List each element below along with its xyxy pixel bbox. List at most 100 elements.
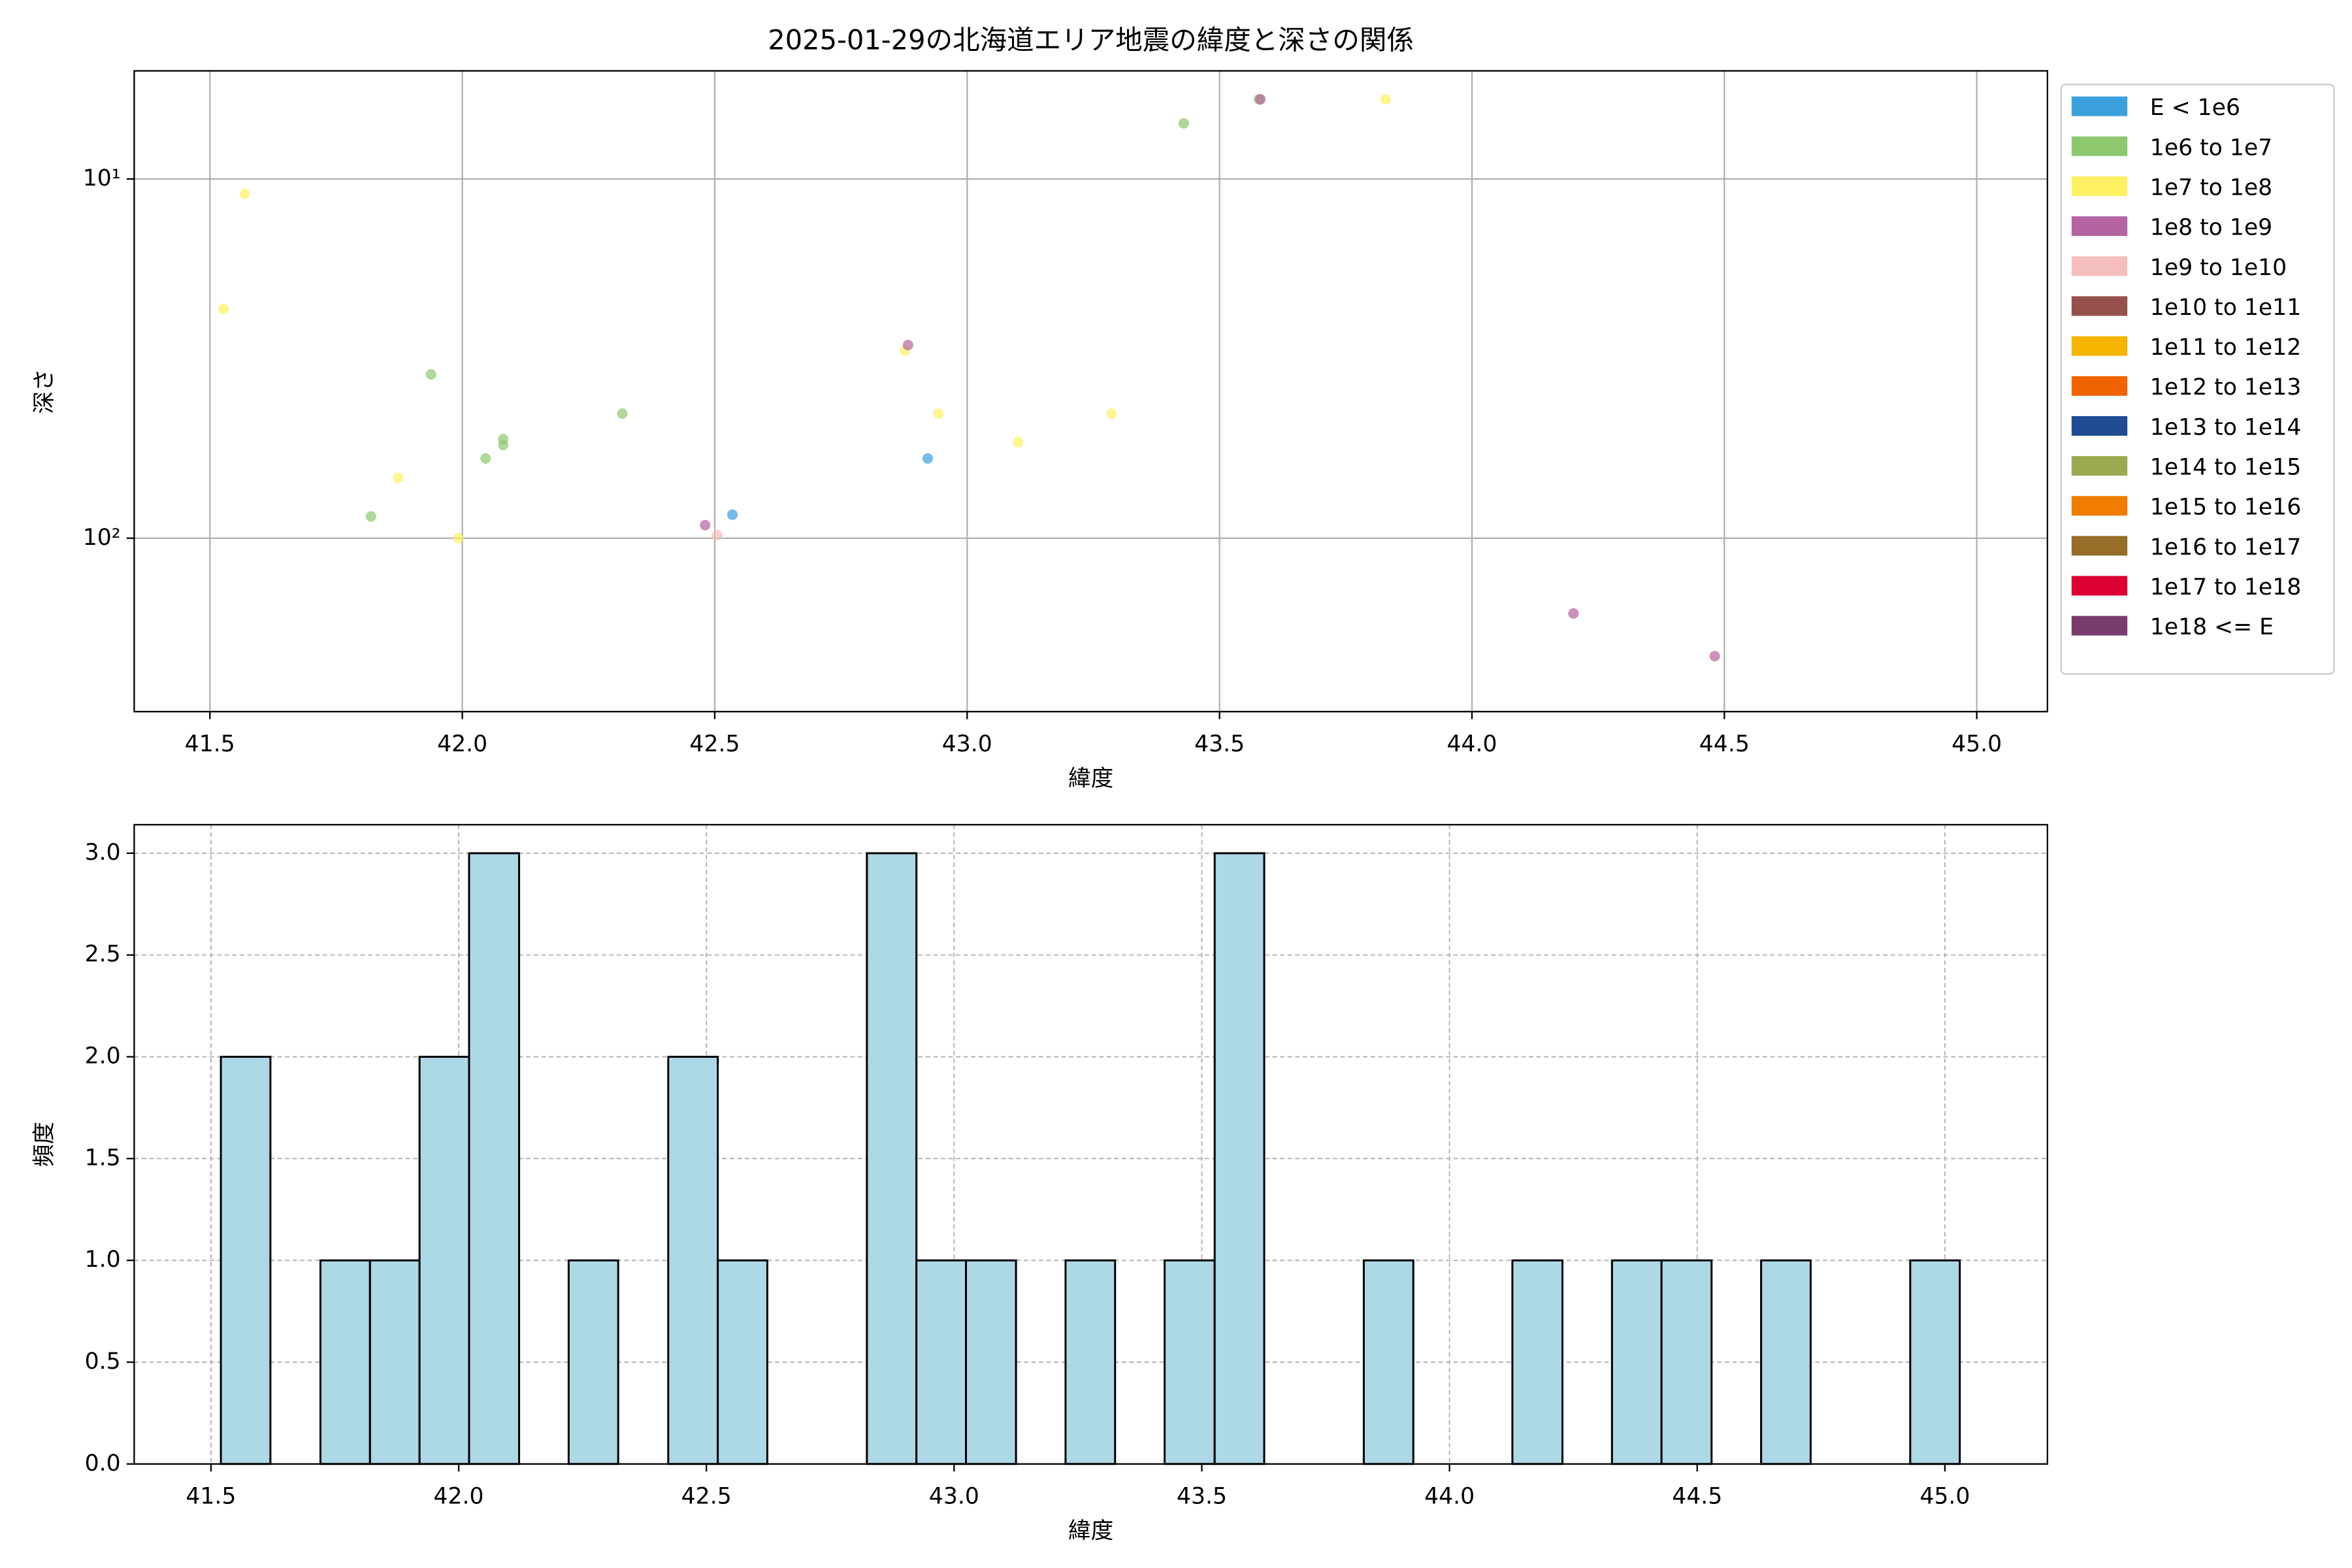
- legend-box: [2060, 84, 2335, 675]
- point: [393, 472, 404, 483]
- y-tick-label: 10²: [83, 525, 121, 551]
- legend-swatch: [2071, 336, 2128, 356]
- point: [218, 303, 229, 314]
- x-tick-label: 42.0: [434, 1484, 484, 1510]
- x-tick-label: 44.0: [1446, 731, 1497, 757]
- legend-swatch: [2071, 416, 2128, 436]
- x-tick-label: 43.5: [1194, 731, 1245, 757]
- legend-label: 1e18 <= E: [2150, 614, 2274, 640]
- x-tick-label: 43.0: [929, 1484, 979, 1510]
- bar: [319, 1259, 371, 1465]
- x-tick-label: 43.0: [942, 731, 992, 757]
- point: [1380, 93, 1391, 105]
- bar: [1610, 1259, 1663, 1465]
- bar: [418, 1056, 470, 1465]
- x-tick-label: 43.5: [1177, 1484, 1227, 1510]
- x-tick-label: 41.5: [186, 1484, 236, 1510]
- legend-label: 1e6 to 1e7: [2150, 135, 2272, 161]
- point: [365, 511, 376, 522]
- legend-label: 1e9 to 1e10: [2150, 255, 2287, 281]
- y-tick-label: 0.5: [85, 1348, 121, 1375]
- point: [1106, 408, 1117, 419]
- bar: [567, 1259, 619, 1465]
- legend-swatch: [2071, 176, 2128, 196]
- point: [1013, 436, 1024, 448]
- x-tick-label: 44.5: [1699, 731, 1750, 757]
- legend-label: 1e17 to 1e18: [2150, 574, 2301, 600]
- point: [922, 453, 934, 464]
- plot-frame: [133, 824, 2048, 1465]
- bar: [1660, 1259, 1713, 1465]
- point: [617, 408, 628, 419]
- legend-label: 1e16 to 1e17: [2150, 534, 2301, 561]
- point: [700, 519, 711, 531]
- point: [1709, 651, 1720, 662]
- y-tick-label: 1.0: [85, 1247, 121, 1273]
- y-tick-label: 3.0: [85, 840, 121, 866]
- legend-label: 1e8 to 1e9: [2150, 215, 2272, 241]
- legend-swatch: [2071, 536, 2128, 556]
- legend-label: 1e12 to 1e13: [2150, 374, 2301, 400]
- legend-swatch: [2071, 296, 2128, 316]
- legend-label: 1e11 to 1e12: [2150, 335, 2301, 361]
- point: [711, 529, 723, 541]
- legend-label: E < 1e6: [2150, 95, 2240, 121]
- legend-swatch: [2071, 576, 2128, 596]
- chart-title: 2025-01-29の北海道エリア地震の緯度と深さの関係: [768, 24, 1414, 56]
- legend-label: 1e7 to 1e8: [2150, 174, 2272, 201]
- x-axis-label: 緯度: [1068, 1518, 1113, 1544]
- bar: [965, 1259, 1017, 1465]
- x-tick-label: 45.0: [1919, 1484, 1970, 1510]
- bar: [1511, 1259, 1563, 1465]
- y-tick-label: 2.0: [85, 1043, 121, 1070]
- point: [453, 532, 464, 544]
- x-tick-label: 41.5: [185, 731, 235, 757]
- bar: [1213, 852, 1266, 1465]
- bar: [468, 852, 521, 1465]
- bar: [1164, 1259, 1216, 1465]
- bar: [915, 1259, 968, 1465]
- legend-label: 1e14 to 1e15: [2150, 455, 2301, 481]
- bar: [1362, 1259, 1414, 1465]
- y-axis-label: 頻度: [31, 1122, 57, 1167]
- point: [239, 188, 250, 199]
- bar: [1064, 1259, 1117, 1465]
- legend-swatch: [2071, 456, 2128, 476]
- y-axis-label: 深さ: [31, 368, 57, 414]
- x-tick-label: 45.0: [1952, 731, 2002, 757]
- y-tick-label: 1.5: [85, 1145, 121, 1171]
- legend-label: 1e10 to 1e11: [2150, 295, 2301, 321]
- bar: [717, 1259, 768, 1465]
- x-tick-label: 44.0: [1424, 1484, 1475, 1510]
- x-tick-label: 42.5: [681, 1484, 732, 1510]
- legend-swatch: [2071, 496, 2128, 516]
- bar: [1760, 1259, 1812, 1465]
- point: [480, 453, 491, 464]
- legend-swatch: [2071, 136, 2128, 156]
- point: [498, 439, 509, 451]
- plot-frame: [133, 70, 2048, 713]
- x-tick-label: 42.0: [437, 731, 487, 757]
- y-tick-label: 2.5: [85, 941, 121, 968]
- point: [1255, 93, 1266, 105]
- x-tick-label: 44.5: [1672, 1484, 1722, 1510]
- point: [902, 340, 913, 351]
- y-tick-label: 0.0: [85, 1450, 121, 1477]
- legend-swatch: [2071, 96, 2128, 116]
- x-axis-label: 緯度: [1068, 766, 1113, 792]
- legend-swatch: [2071, 376, 2128, 396]
- point: [1178, 118, 1189, 129]
- point: [1568, 608, 1579, 619]
- x-tick-label: 42.5: [689, 731, 740, 757]
- legend-swatch: [2071, 256, 2128, 276]
- legend-swatch: [2071, 615, 2128, 636]
- legend-label: 1e13 to 1e14: [2150, 414, 2301, 440]
- legend-label: 1e15 to 1e16: [2150, 495, 2301, 521]
- bar: [220, 1056, 272, 1465]
- bar: [368, 1259, 421, 1465]
- legend-swatch: [2071, 216, 2128, 237]
- point: [425, 369, 436, 380]
- bar: [667, 1056, 719, 1465]
- bar: [866, 852, 918, 1465]
